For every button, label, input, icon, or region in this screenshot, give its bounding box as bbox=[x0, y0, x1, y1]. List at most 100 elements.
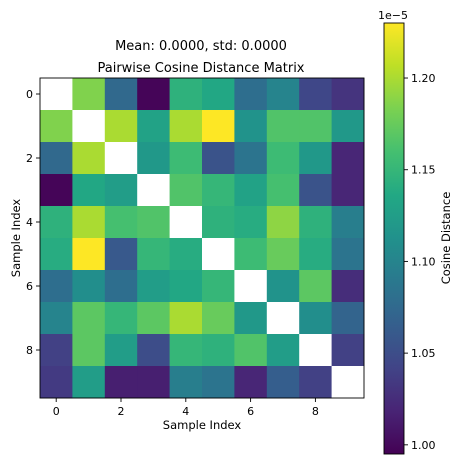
heatmap-cell bbox=[137, 78, 170, 111]
heatmap-cell bbox=[104, 110, 138, 143]
heatmap-cell bbox=[72, 270, 106, 303]
heatmap-cell bbox=[331, 78, 365, 111]
heatmap-cell bbox=[72, 174, 106, 207]
heatmap-cell bbox=[72, 142, 106, 175]
heatmap-cell bbox=[137, 302, 170, 335]
heatmap-cell bbox=[137, 174, 170, 207]
heatmap-cell bbox=[234, 366, 268, 399]
heatmap-cell bbox=[104, 302, 138, 335]
heatmap-cell bbox=[72, 206, 106, 239]
heatmap-cell bbox=[331, 270, 365, 303]
heatmap-cell bbox=[137, 270, 170, 303]
colorbar-tick-label: 1.20 bbox=[411, 72, 436, 85]
heatmap-cell bbox=[299, 206, 332, 239]
heatmap-cell bbox=[202, 334, 235, 367]
heatmap-cell bbox=[72, 238, 106, 271]
y-tick-label: 0 bbox=[26, 88, 33, 101]
heatmap-cell bbox=[331, 302, 365, 335]
colorbar-ticks: 1.00 1.05 1.10 1.15 1.20 bbox=[404, 72, 436, 452]
heatmap-cell bbox=[299, 366, 332, 399]
y-tick-label: 4 bbox=[26, 216, 33, 229]
y-axis-ticks: 0 2 4 6 8 bbox=[26, 88, 40, 357]
plot-frame bbox=[39, 77, 365, 399]
colorbar-label: Cosine Distance bbox=[439, 192, 453, 285]
heatmap-cell bbox=[234, 334, 268, 367]
heatmap-cell bbox=[234, 270, 268, 303]
heatmap-cell bbox=[104, 366, 138, 399]
heatmap-cell bbox=[40, 142, 73, 175]
heatmap-cell bbox=[299, 334, 332, 367]
heatmap-cell bbox=[331, 110, 365, 143]
heatmap-cell bbox=[202, 142, 235, 175]
heatmap-cell bbox=[40, 238, 73, 271]
heatmap-cell bbox=[137, 334, 170, 367]
heatmap-cell bbox=[40, 302, 73, 335]
heatmap-cell bbox=[40, 270, 73, 303]
heatmap-cell bbox=[266, 270, 300, 303]
heatmap-cell bbox=[104, 270, 138, 303]
heatmap-cell bbox=[202, 366, 235, 399]
heatmap-cell bbox=[266, 334, 300, 367]
colorbar-offset-text: 1e−5 bbox=[378, 9, 408, 22]
heatmap-cell bbox=[299, 270, 332, 303]
x-tick-label: 8 bbox=[312, 405, 319, 418]
heatmap-cell bbox=[169, 174, 203, 207]
heatmap-cell bbox=[72, 302, 106, 335]
colorbar-frame bbox=[383, 22, 405, 455]
x-tick-label: 4 bbox=[182, 405, 189, 418]
heatmap-cell bbox=[169, 270, 203, 303]
heatmap-cell bbox=[266, 142, 300, 175]
colorbar-tick-label: 1.05 bbox=[411, 347, 436, 360]
heatmap-cell bbox=[137, 238, 170, 271]
heatmap-cell bbox=[104, 238, 138, 271]
x-tick-label: 0 bbox=[53, 405, 60, 418]
x-tick-label: 2 bbox=[118, 405, 125, 418]
heatmap-cell bbox=[234, 142, 268, 175]
heatmap-cell bbox=[169, 110, 203, 143]
heatmap-cell bbox=[104, 174, 138, 207]
colorbar-tick-label: 1.00 bbox=[411, 439, 436, 452]
heatmap-cell bbox=[331, 206, 365, 239]
heatmap-cell bbox=[299, 302, 332, 335]
heatmap-cell bbox=[202, 78, 235, 111]
heatmap-cell bbox=[299, 78, 332, 111]
heatmap-cell bbox=[331, 174, 365, 207]
heatmap-cell bbox=[104, 142, 138, 175]
heatmap-cell bbox=[40, 334, 73, 367]
heatmap-cell bbox=[72, 110, 106, 143]
heatmap-cell bbox=[169, 78, 203, 111]
heatmap-cell bbox=[234, 238, 268, 271]
heatmap-cell bbox=[299, 174, 332, 207]
heatmap-cell bbox=[137, 110, 170, 143]
heatmap-cell bbox=[331, 238, 365, 271]
heatmap-cell bbox=[169, 142, 203, 175]
heatmap-cell bbox=[299, 110, 332, 143]
y-axis-label: Sample Index bbox=[9, 199, 23, 278]
heatmap-cell bbox=[266, 78, 300, 111]
y-tick-label: 6 bbox=[26, 280, 33, 293]
heatmap-cell bbox=[266, 174, 300, 207]
heatmap-cell bbox=[266, 366, 300, 399]
heatmap-cell bbox=[202, 270, 235, 303]
heatmap-cell bbox=[104, 78, 138, 111]
heatmap-cell bbox=[331, 366, 365, 399]
heatmap-cell bbox=[266, 110, 300, 143]
heatmap-cell bbox=[266, 206, 300, 239]
heatmap-cell bbox=[40, 206, 73, 239]
heatmap-cell bbox=[234, 206, 268, 239]
heatmap-cell bbox=[331, 334, 365, 367]
heatmap-cell bbox=[169, 302, 203, 335]
heatmap-cell bbox=[40, 78, 73, 111]
heatmap-cell bbox=[72, 366, 106, 399]
heatmap-cells bbox=[40, 78, 365, 399]
heatmap-cell bbox=[104, 206, 138, 239]
heatmap-cell bbox=[202, 238, 235, 271]
heatmap-cell bbox=[137, 366, 170, 399]
x-axis-ticks: 0 2 4 6 8 bbox=[53, 398, 319, 418]
heatmap-cell bbox=[40, 366, 73, 399]
heatmap-cell bbox=[137, 206, 170, 239]
heatmap-cell bbox=[234, 174, 268, 207]
heatmap-cell bbox=[331, 142, 365, 175]
colorbar-tick-label: 1.10 bbox=[411, 255, 436, 268]
heatmap-cell bbox=[169, 238, 203, 271]
